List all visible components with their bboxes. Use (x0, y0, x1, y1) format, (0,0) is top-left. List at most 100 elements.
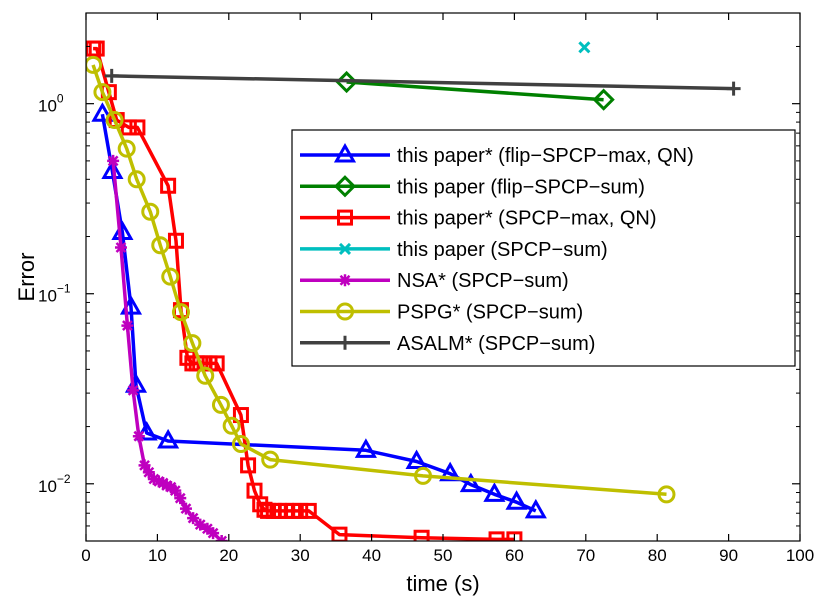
data-point-5-6 (151, 236, 170, 255)
x-tick-label-5: 50 (434, 546, 453, 565)
data-point-6-1 (726, 81, 741, 96)
data-point-0-6 (157, 428, 180, 449)
data-point-2-31 (506, 531, 523, 541)
data-point-4-5 (138, 459, 151, 472)
series-3 (578, 41, 591, 54)
x-tick-label-6: 60 (505, 546, 524, 565)
data-point-4-0 (107, 154, 120, 167)
x-axis-label: time (s) (406, 571, 479, 596)
legend-label-2: this paper* (SPCP−max, QN) (397, 208, 657, 230)
data-point-5-2 (105, 111, 124, 130)
legend-label-4: NSA* (SPCP−sum) (397, 270, 569, 292)
data-point-5-15 (414, 466, 433, 485)
legend-marker-0 (333, 142, 357, 163)
x-tick-label-4: 40 (362, 546, 381, 565)
legend-entry-2: this paper* (SPCP−max, QN) (300, 208, 657, 230)
data-point-4-13 (174, 492, 187, 505)
data-point-6-0 (104, 68, 119, 83)
x-tick-label-7: 70 (576, 546, 595, 565)
data-point-5-10 (196, 366, 215, 385)
data-point-5-9 (183, 334, 202, 353)
y-axis-label: Error (14, 253, 39, 302)
legend-marker-4 (339, 274, 351, 287)
y-tick-label-1: 10−1 (38, 282, 71, 306)
x-tick-label-9: 90 (719, 546, 738, 565)
x-tick-label-1: 10 (148, 546, 167, 565)
series-line-1 (346, 80, 604, 102)
data-point-5-13 (231, 434, 250, 453)
legend-label-3: this paper (SPCP−sum) (397, 239, 608, 261)
y-tick-label-2: 10−2 (38, 472, 71, 496)
data-point-2-28 (331, 526, 348, 541)
x-tick-label-8: 80 (648, 546, 667, 565)
legend-entry-1: this paper (flip−SPCP−sum) (300, 175, 645, 198)
data-point-0-0 (91, 102, 114, 122)
data-point-3-0 (578, 41, 591, 54)
data-point-5-5 (141, 202, 160, 221)
legend-entry-6: ASALM* (SPCP−sum) (300, 333, 595, 355)
data-point-2-30 (488, 531, 505, 541)
x-tick-label-10: 100 (786, 546, 814, 565)
data-point-2-1 (88, 40, 105, 57)
x-tick-label-0: 0 (81, 546, 90, 565)
data-point-0-1 (101, 159, 124, 179)
data-point-2-6 (160, 177, 177, 194)
series-line-5 (91, 64, 667, 497)
data-point-2-4 (120, 119, 137, 136)
data-point-0-12 (505, 490, 528, 510)
data-point-4-18 (207, 527, 220, 540)
data-point-0-13 (524, 498, 547, 519)
y-tick-label-0: 100 (38, 92, 64, 116)
data-point-4-15 (187, 512, 200, 525)
x-tick-label-2: 20 (219, 546, 238, 565)
data-point-4-8 (152, 475, 165, 488)
data-point-0-11 (483, 482, 506, 502)
data-point-5-0 (86, 55, 103, 74)
legend: this paper* (flip−SPCP−max, QN) this pape… (291, 129, 796, 367)
data-point-4-12 (169, 484, 182, 497)
data-point-2-27 (300, 502, 317, 519)
legend-label-5: PSPG* (SPCP−sum) (397, 302, 583, 324)
data-point-2-15 (208, 355, 225, 372)
data-point-4-6 (142, 466, 155, 479)
data-point-2-26 (292, 502, 309, 519)
data-point-2-17 (240, 457, 257, 474)
data-point-4-16 (194, 518, 207, 531)
data-point-4-14 (179, 502, 192, 515)
legend-entry-3: this paper (SPCP−sum) (300, 239, 608, 261)
series-line-6 (111, 74, 734, 91)
data-point-0-7 (354, 438, 377, 458)
data-point-2-5 (129, 119, 146, 136)
data-point-5-14 (261, 450, 280, 469)
series-4 (107, 154, 228, 541)
data-point-2-16 (232, 407, 249, 424)
legend-marker-6 (338, 335, 352, 350)
data-point-0-10 (459, 472, 482, 493)
legend-entry-5: PSPG* (SPCP−sum) (300, 302, 583, 324)
data-point-5-8 (171, 303, 190, 322)
series-6 (104, 68, 741, 96)
x-tick-label-3: 30 (291, 546, 310, 565)
legend-marker-5 (336, 302, 354, 321)
data-point-5-16 (657, 485, 676, 504)
data-point-4-17 (201, 522, 214, 535)
series-5 (86, 55, 676, 504)
data-point-0-8 (405, 449, 428, 469)
data-point-4-1 (114, 241, 127, 254)
data-point-4-10 (160, 479, 173, 492)
legend-label-6: ASALM* (SPCP−sum) (397, 333, 595, 355)
series-layer (86, 40, 741, 541)
data-point-2-7 (167, 232, 184, 249)
legend-label-1: this paper (flip−SPCP−sum) (397, 176, 645, 198)
legend-marker-3 (338, 242, 352, 255)
legend-entry-4: NSA* (SPCP−sum) (300, 270, 569, 292)
legend-label-0: this paper* (flip−SPCP−max, QN) (397, 145, 694, 167)
axis-layer: 0 10 20 30 40 50 60 70 80 90 100 100 10−1 10−2 (38, 12, 814, 565)
legend-marker-2 (337, 209, 353, 226)
data-point-2-29 (413, 529, 430, 541)
legend-marker-1 (333, 175, 357, 198)
data-point-5-4 (127, 170, 146, 189)
data-point-5-3 (117, 139, 136, 158)
data-point-5-1 (93, 83, 112, 102)
